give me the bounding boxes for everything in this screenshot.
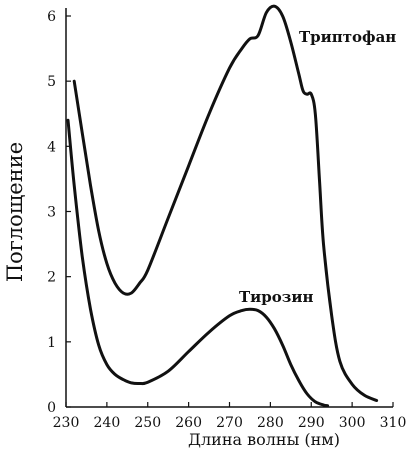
x-tick-label: 270 xyxy=(216,415,243,431)
y-tick-label: 4 xyxy=(47,139,56,155)
x-tick-label: 300 xyxy=(339,415,366,431)
x-tick-label: 240 xyxy=(94,415,121,431)
tyrosine-label: Тирозин xyxy=(239,288,313,306)
x-tick-label: 290 xyxy=(298,415,325,431)
tryptophan-label: Триптофан xyxy=(299,28,396,46)
x-axis-title: Длина волны (нм) xyxy=(188,430,340,449)
y-tick-label: 3 xyxy=(47,205,56,221)
y-tick-label: 2 xyxy=(47,270,56,286)
y-tick-label: 5 xyxy=(47,74,56,90)
y-tick-label: 6 xyxy=(47,9,56,25)
x-tick-label: 260 xyxy=(175,415,202,431)
series-lines xyxy=(66,4,379,408)
labels: Триптофан Тирозин xyxy=(239,28,396,306)
tryptophan-line xyxy=(72,4,379,402)
axes: 230 240 250 260 270 280 290 300 310 0 1 2 3 4 5 6 xyxy=(47,8,406,431)
y-tick-label: 0 xyxy=(47,400,56,416)
y-axis-title: Поглощение xyxy=(3,142,27,282)
x-tick-label: 230 xyxy=(53,415,80,431)
y-tick-label: 1 xyxy=(47,335,56,351)
x-tick-label: 310 xyxy=(380,415,407,431)
x-tick-label: 250 xyxy=(134,415,161,431)
tyrosine-line xyxy=(66,118,330,408)
x-tick-label: 280 xyxy=(257,415,284,431)
